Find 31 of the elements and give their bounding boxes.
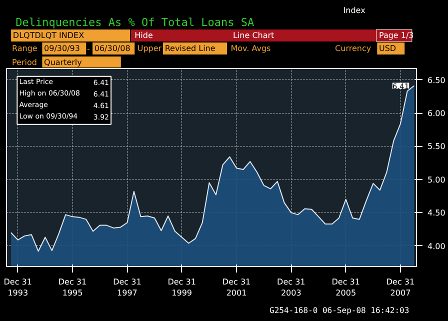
x-tick-label: Dec 31 2003 [277,278,306,298]
text: 06/30/08 [94,44,130,53]
text: Revised Line [164,44,216,53]
text: Index [343,6,366,15]
text: Quarterly [44,58,82,67]
text: Period [12,58,37,67]
x-tick-label: Dec 31 1993 [4,278,32,298]
chart-title: Delinquencies As % Of Total Loans SA [16,16,254,29]
x-tick-label: Dec 31 2001 [222,278,251,298]
text: G254-168-0 06-Sep-08 16:42:03 [270,306,410,315]
text: Upper [137,44,162,53]
text: Mov. Avgs [230,44,271,53]
y-tick-label: 5.00 [428,175,446,184]
y-tick-label: 4.00 [428,242,446,251]
y-tick-label: 6.00 [428,109,446,118]
y-tick-label: 5.50 [428,142,446,152]
x-tick-label: Dec 31 2007 [386,278,415,298]
text: Hide [134,31,153,40]
y-tick-label: 6.50 [428,76,446,85]
x-tick-label: Dec 31 1995 [58,278,87,298]
x-tick-label: Dec 31 1999 [168,278,196,298]
x-tick-label: Dec 31 2005 [332,278,360,298]
text: Currency [335,44,372,53]
text: Line Chart [233,31,274,40]
text: 09/30/93 [44,44,80,53]
text: Range [12,44,38,53]
text: USD [378,44,396,53]
text: - [87,44,90,54]
y-tick-label: 4.50 [428,208,446,218]
x-tick-label: Dec 31 1997 [113,278,142,298]
text: DLQTDLQT INDEX [12,31,85,40]
